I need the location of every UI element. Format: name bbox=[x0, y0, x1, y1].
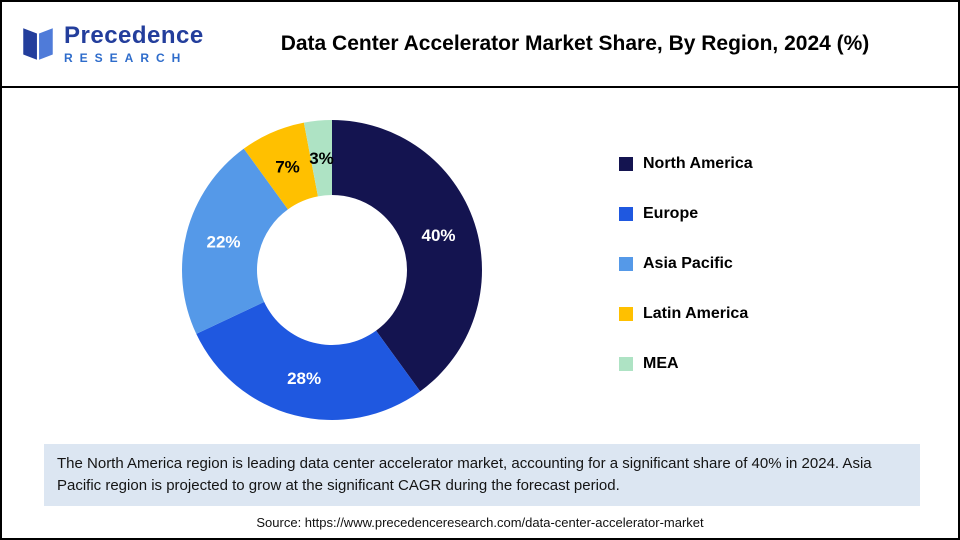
legend-label-europe: Europe bbox=[643, 205, 699, 222]
precedence-logo-icon bbox=[23, 28, 53, 60]
donut-slice-asia-pacific bbox=[182, 148, 288, 334]
legend-swatch-north-america bbox=[619, 156, 633, 171]
page-title: Data Center Accelerator Market Share, By… bbox=[280, 32, 870, 55]
legend-label-north-america: North America bbox=[643, 155, 753, 172]
donut-slice-europe bbox=[196, 301, 421, 420]
slice-label-asia-pacific: 22% bbox=[206, 233, 240, 252]
logo-text: Precedence RESEARCH bbox=[64, 23, 204, 65]
logo-name: Precedence bbox=[64, 21, 204, 49]
legend-swatch-europe bbox=[619, 206, 633, 221]
legend-label-asia-pacific: Asia Pacific bbox=[643, 255, 733, 272]
legend-item-north-america: North America bbox=[619, 154, 753, 173]
legend-item-europe: Europe bbox=[619, 204, 753, 223]
legend-label-latin-america: Latin America bbox=[643, 305, 749, 322]
note-box: The North America region is leading data… bbox=[44, 444, 920, 506]
donut-slice-mea bbox=[303, 120, 332, 197]
legend-label-mea: MEA bbox=[643, 355, 679, 372]
logo: Precedence RESEARCH bbox=[20, 23, 220, 65]
donut-slice-latin-america bbox=[243, 122, 318, 210]
slice-label-north-america: 40% bbox=[421, 226, 455, 245]
slice-label-mea: 3% bbox=[309, 149, 334, 168]
header: Precedence RESEARCH Data Center Accelera… bbox=[2, 2, 958, 88]
donut-chart: 40% 28% 22% 7% 3% bbox=[182, 120, 482, 420]
legend: North America Europe Asia Pacific Latin Ame… bbox=[619, 154, 753, 373]
donut-slice-north-america bbox=[332, 120, 482, 392]
source-text: Source: https://www.precedenceresearch.c… bbox=[256, 515, 704, 530]
legend-swatch-mea bbox=[619, 356, 633, 371]
slice-label-europe: 28% bbox=[287, 369, 321, 388]
legend-item-latin-america: Latin America bbox=[619, 304, 753, 323]
legend-item-mea: MEA bbox=[619, 354, 753, 373]
legend-item-asia-pacific: Asia Pacific bbox=[619, 254, 753, 273]
legend-swatch-latin-america bbox=[619, 306, 633, 321]
logo-subtitle: RESEARCH bbox=[64, 51, 188, 66]
slice-label-latin-america: 7% bbox=[275, 158, 300, 177]
legend-swatch-asia-pacific bbox=[619, 256, 633, 271]
